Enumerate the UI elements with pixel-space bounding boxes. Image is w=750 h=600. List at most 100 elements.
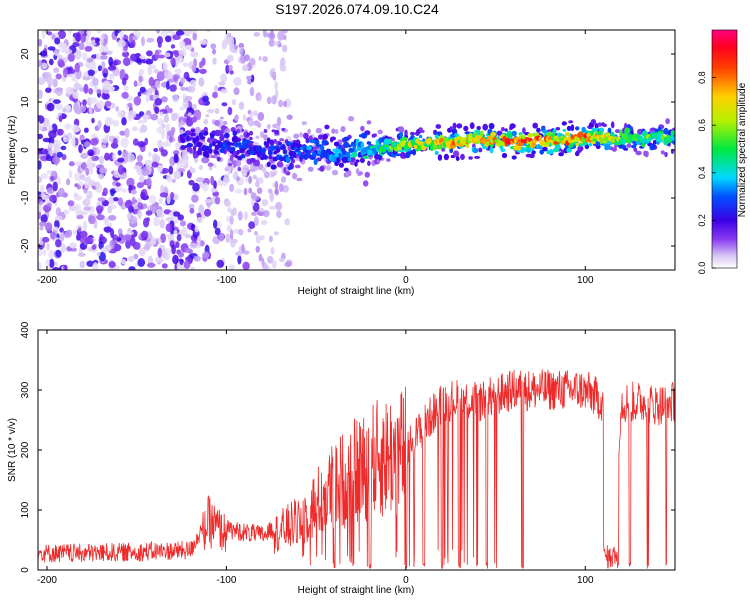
ridge-blob — [330, 136, 336, 141]
ridge-blob — [231, 135, 238, 143]
ridge-blob — [249, 157, 256, 163]
noise-blob — [279, 257, 285, 263]
noise-blob — [212, 163, 217, 169]
ridge-blob — [338, 144, 342, 150]
ridge-blob — [314, 139, 320, 147]
noise-blob — [89, 168, 94, 175]
ridge-blob — [321, 139, 326, 146]
noise-blob — [138, 111, 145, 117]
ridge-blob — [476, 125, 481, 131]
noise-blob — [218, 232, 225, 242]
noise-blob — [149, 195, 157, 205]
noise-blob — [171, 178, 176, 183]
noise-blob — [262, 262, 268, 270]
ridge-blob — [566, 147, 572, 153]
noise-blob — [47, 202, 52, 208]
noise-blob — [127, 213, 132, 220]
noise-blob — [150, 236, 157, 246]
ridge-blob — [180, 145, 186, 150]
colorbar: 0.0 0.2 0.4 0.6 0.8 Normalized spectral ampl… — [697, 29, 748, 274]
ridge-blob — [276, 147, 281, 153]
noise-blob — [177, 49, 184, 59]
noise-blob — [252, 174, 257, 180]
noise-blob — [271, 260, 277, 269]
ridge-blob — [247, 109, 252, 115]
noise-blob — [48, 142, 54, 148]
noise-blob — [185, 256, 191, 262]
noise-blob — [255, 245, 260, 253]
ridge-blob — [575, 142, 579, 147]
ridge-blob — [208, 143, 213, 149]
noise-blob — [83, 221, 87, 231]
colorbar-tick-label: 0.6 — [697, 119, 707, 132]
noise-blob — [38, 261, 42, 270]
noise-blob — [143, 245, 151, 250]
noise-blob — [175, 30, 185, 36]
ridge-blob — [190, 129, 196, 133]
noise-blob — [49, 258, 55, 268]
noise-blob — [56, 151, 63, 158]
noise-blob — [229, 215, 234, 225]
noise-blob — [251, 211, 258, 216]
noise-blob — [262, 56, 268, 62]
noise-blob — [172, 34, 181, 41]
ridge-blob — [182, 132, 188, 137]
noise-blob — [55, 239, 62, 248]
ridge-blob — [487, 135, 493, 140]
noise-blob — [180, 220, 186, 227]
ridge-blob — [555, 127, 561, 131]
noise-blob — [186, 76, 190, 82]
y-tick-label: 400 — [20, 321, 31, 338]
noise-blob — [181, 226, 188, 235]
ridge-blob — [362, 155, 369, 159]
noise-blob — [121, 117, 127, 126]
ridge-blob — [214, 108, 220, 115]
noise-blob — [146, 37, 155, 43]
noise-blob — [173, 153, 179, 164]
ridge-blob — [324, 141, 329, 146]
noise-blob — [96, 100, 105, 110]
noise-blob — [190, 266, 195, 270]
noise-blob — [87, 69, 95, 76]
noise-blob — [173, 150, 180, 156]
noise-blob — [141, 36, 145, 47]
noise-blob — [170, 192, 175, 199]
noise-blob — [164, 35, 172, 43]
noise-blob — [68, 205, 77, 212]
ridge-blob — [207, 162, 214, 167]
ridge-blob — [398, 126, 405, 133]
ridge-blob — [292, 172, 298, 180]
noise-blob — [196, 217, 203, 224]
noise-blob — [77, 252, 86, 257]
ridge-blob — [354, 161, 358, 167]
noise-blob — [214, 196, 221, 205]
colorbar-tick-label: 0.2 — [697, 214, 707, 227]
ridge-blob — [205, 114, 210, 118]
noise-blob — [170, 57, 176, 66]
noise-blob — [48, 149, 53, 156]
ridge-blob — [256, 122, 262, 128]
ridge-blob — [287, 165, 293, 171]
noise-blob — [183, 62, 188, 67]
noise-blob — [128, 266, 136, 270]
noise-blob — [54, 215, 63, 221]
noise-blob — [177, 162, 186, 168]
noise-blob — [271, 95, 277, 105]
noise-blob — [242, 261, 250, 270]
ridge-blob — [418, 134, 423, 139]
ridge-blob — [619, 129, 623, 137]
noise-blob — [74, 172, 82, 182]
ridge-blob — [260, 156, 265, 161]
ridge-blob — [511, 130, 517, 137]
ridge-blob — [211, 141, 216, 147]
noise-blob — [41, 62, 48, 69]
ridge-blob — [490, 131, 497, 137]
ridge-blob — [237, 125, 242, 130]
noise-blob — [213, 180, 217, 189]
noise-blob — [133, 253, 139, 260]
y-tick-label: 200 — [20, 441, 31, 458]
noise-blob — [42, 194, 50, 201]
ridge-blob — [229, 154, 234, 161]
ridge-blob — [199, 164, 203, 171]
noise-blob — [123, 150, 129, 157]
